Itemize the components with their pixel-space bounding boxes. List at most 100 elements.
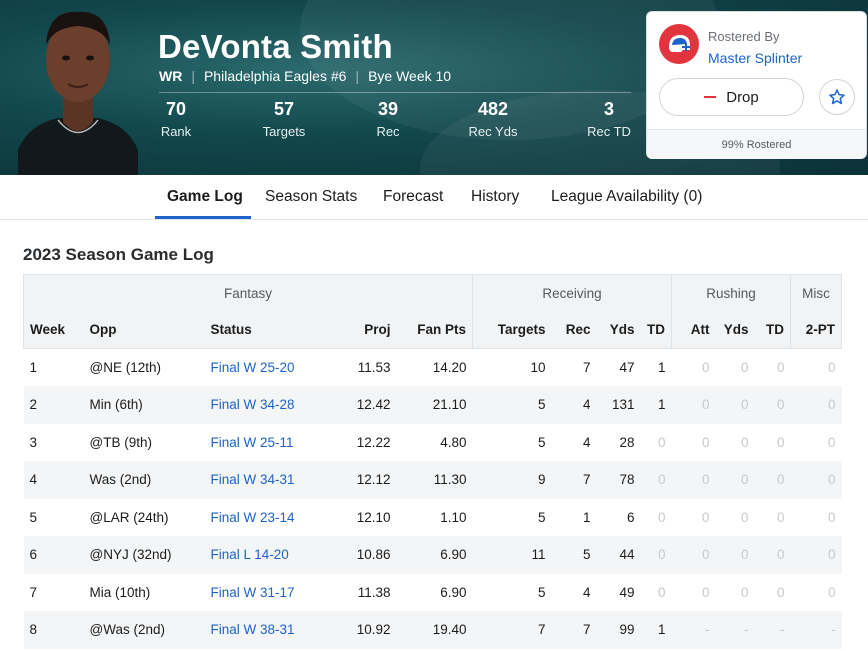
stat-rank: 70 Rank: [157, 99, 195, 139]
minus-icon: [704, 96, 717, 98]
player-name: DeVonta Smith: [158, 28, 393, 65]
receptions-value: 1: [583, 509, 591, 525]
rush-yards-value: 0: [715, 386, 755, 424]
col-proj[interactable]: Proj: [344, 311, 397, 349]
section-title: 2023 Season Game Log: [23, 245, 214, 264]
projected-points: 10.86: [344, 536, 397, 574]
rush-td-value: 0: [754, 536, 791, 574]
two-pt-value: -: [790, 611, 842, 649]
opponent-link[interactable]: Mia (10th): [89, 584, 151, 600]
rec-td-value: 1: [640, 611, 672, 649]
rush-td-value: 0: [754, 461, 791, 499]
star-icon: [829, 89, 845, 105]
game-status-link[interactable]: Final W 34-28: [204, 386, 345, 424]
col-fan-pts[interactable]: Fan Pts: [396, 311, 473, 349]
receptions-value: 7: [551, 611, 597, 649]
fantasy-points: 6.90: [396, 536, 473, 574]
week-cell: 8: [23, 611, 84, 649]
game-status-link[interactable]: Final W 38-31: [204, 611, 345, 649]
rec-yards-value: 44: [596, 536, 641, 574]
stat-rec-yds: 482 Rec Yds: [465, 99, 521, 139]
stat-value: 57: [273, 99, 295, 119]
rec-td-value: 0: [658, 584, 666, 600]
stat-targets: 57 Targets: [256, 99, 312, 139]
helmet-icon: [669, 35, 690, 52]
rec-yards-value: 28: [619, 434, 635, 450]
week-cell: 2: [23, 386, 84, 424]
player-team: Philadelphia Eagles #6: [203, 68, 347, 84]
opponent-link[interactable]: Was (2nd): [83, 461, 205, 499]
rush-att-value: 0: [671, 536, 716, 574]
rec-td-value: 1: [640, 386, 672, 424]
opponent-link[interactable]: @LAR (24th): [89, 509, 169, 525]
stat-label: Rec TD: [587, 124, 631, 139]
tab-game-log[interactable]: Game Log: [167, 188, 243, 205]
table-row: 7 Mia (10th) Final W 31-17 11.38 6.90 5 4 49 0 0 0…: [24, 574, 842, 612]
tab-league-availability[interactable]: League Availability (0): [551, 188, 703, 205]
game-status-link[interactable]: Final W 25-20: [210, 360, 295, 375]
rush-att-value: 0: [702, 360, 710, 375]
receptions-value: 4: [583, 434, 591, 450]
game-status-link[interactable]: Final W 25-11: [210, 434, 294, 450]
week-cell: 4: [23, 461, 84, 499]
stat-value: 482: [477, 99, 509, 119]
col-rush-td[interactable]: TD: [754, 311, 791, 349]
opponent-link[interactable]: Min (6th): [83, 386, 205, 424]
col-rec[interactable]: Rec: [551, 311, 597, 349]
table-row: 8 @Was (2nd) Final W 38-31 10.92 19.40 7 7 99 1-…: [23, 611, 842, 649]
targets-value: 5: [538, 509, 546, 525]
tab-season-stats[interactable]: Season Stats: [265, 188, 358, 205]
col-targets[interactable]: Targets: [472, 311, 552, 349]
rostered-by-label: Rostered By: [708, 29, 780, 44]
rec-yards-value: 99: [596, 611, 641, 649]
col-rec-td[interactable]: TD: [640, 311, 672, 349]
opponent-link[interactable]: @NYJ (32nd): [83, 536, 205, 574]
rush-yards-value: 0: [741, 360, 749, 375]
rec-td-value: 1: [658, 360, 666, 375]
week-cell: 3: [29, 434, 38, 450]
stat-value: 3: [603, 99, 614, 119]
group-misc: Misc: [790, 274, 843, 312]
game-status-link[interactable]: Final W 34-31: [204, 461, 345, 499]
rush-att-value: -: [671, 611, 716, 649]
tab-history[interactable]: History: [471, 188, 520, 205]
opponent-link[interactable]: @Was (2nd): [83, 611, 205, 649]
watchlist-button[interactable]: [819, 79, 855, 115]
rush-td-value: 0: [777, 509, 785, 525]
col-rush-att[interactable]: Att: [671, 311, 716, 349]
col-two-pt[interactable]: 2-PT: [790, 311, 843, 349]
projected-points: 12.12: [344, 461, 397, 499]
opponent-link[interactable]: @TB (9th): [89, 434, 152, 450]
rec-td-value: 0: [658, 509, 666, 525]
tab-bar: Game Log Season Stats Forecast History L…: [0, 175, 868, 220]
game-status-link[interactable]: Final W 31-17: [210, 584, 295, 600]
game-status-link[interactable]: Final W 23-14: [210, 509, 295, 525]
col-rush-yds[interactable]: Yds: [715, 311, 755, 349]
meta-divider: |: [191, 68, 195, 84]
team-avatar[interactable]: [659, 24, 699, 64]
drop-button[interactable]: Drop: [659, 78, 804, 116]
rec-yards-value: 78: [596, 461, 641, 499]
receptions-value: 4: [551, 386, 597, 424]
opponent-link[interactable]: @NE (12th): [89, 360, 161, 375]
player-bye: Bye Week 10: [368, 68, 452, 84]
col-rec-yds[interactable]: Yds: [596, 311, 641, 349]
stat-value: 70: [165, 99, 187, 119]
projected-points: 11.38: [357, 584, 391, 600]
table-row: 4 Was (2nd) Final W 34-31 12.12 11.30 9 7 78 0 0 0…: [23, 461, 842, 499]
receptions-value: 7: [583, 360, 591, 375]
group-rushing: Rushing: [671, 274, 791, 312]
column-group-row: Fantasy Receiving Rushing Misc: [22, 274, 843, 312]
tab-forecast[interactable]: Forecast: [383, 188, 444, 205]
rec-yards-value: 47: [619, 360, 635, 375]
game-status-link[interactable]: Final L 14-20: [204, 536, 345, 574]
two-pt-value: 0: [828, 584, 836, 600]
col-week[interactable]: Week: [23, 311, 84, 349]
col-status[interactable]: Status: [204, 311, 345, 349]
week-cell: 5: [29, 509, 38, 525]
receptions-value: 7: [551, 461, 597, 499]
rec-yards-value: 131: [596, 386, 641, 424]
table-row: 5 @LAR (24th) Final W 23-14 12.10 1.10 5 1 6 0 0 0…: [24, 499, 842, 537]
owner-team-link[interactable]: Master Splinter: [708, 50, 803, 66]
col-opp[interactable]: Opp: [83, 311, 205, 349]
